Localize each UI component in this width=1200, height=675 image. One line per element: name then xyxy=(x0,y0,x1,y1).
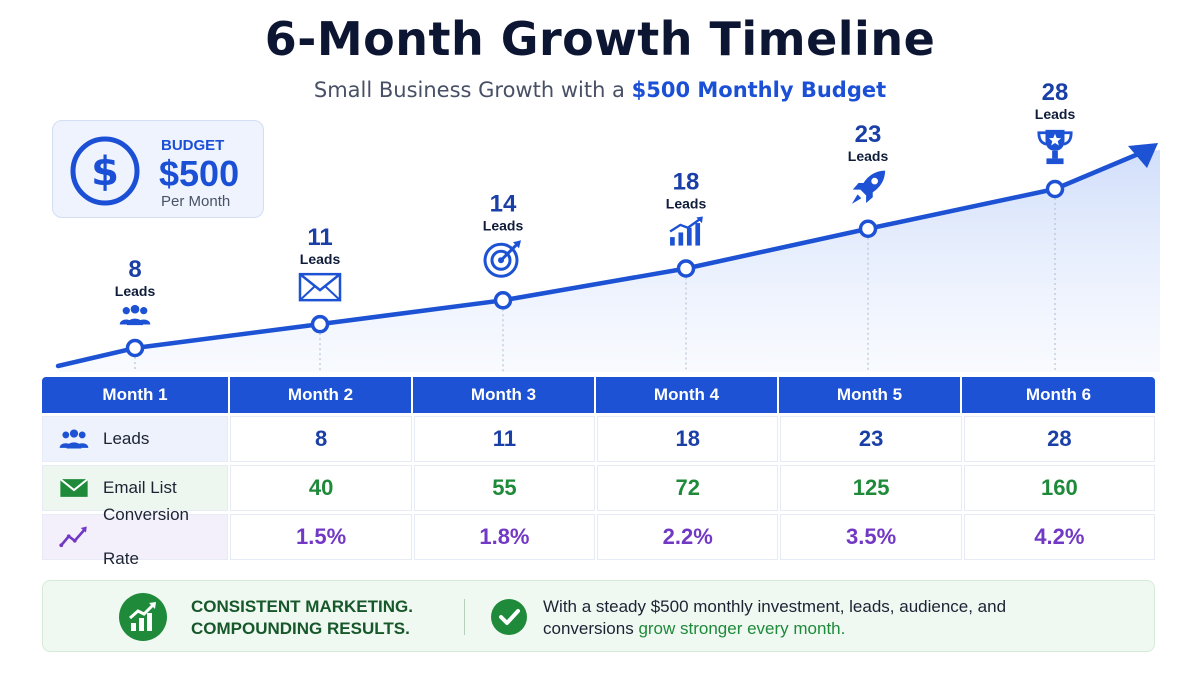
chart-point-label-5: Leads xyxy=(848,148,889,164)
subtitle-highlight: $500 Monthly Budget xyxy=(631,78,887,102)
budget-per: Per Month xyxy=(161,193,231,210)
table-cell: 1.8% xyxy=(413,514,596,560)
chart-point-4 xyxy=(676,259,696,278)
table-header-month-1: Month 1 xyxy=(42,377,230,413)
envelope-icon xyxy=(300,274,340,300)
table-cell: 18 xyxy=(597,416,779,462)
chart-point-1 xyxy=(125,338,145,358)
table-row: Email List 40 55 72 125 160 xyxy=(42,465,1155,511)
people-icon xyxy=(120,305,151,325)
chart-value-label-5: 23 xyxy=(855,121,882,148)
target-icon xyxy=(485,240,521,276)
table-header-month-5: Month 5 xyxy=(779,377,962,413)
trend-icon xyxy=(59,525,103,549)
chart-point-3 xyxy=(493,291,513,310)
summary-divider xyxy=(464,599,465,635)
table-cell: 8 xyxy=(230,416,412,462)
page-subtitle: Small Business Growth with a $500 Monthl… xyxy=(0,78,1200,102)
table-body: Leads 8 11 18 23 28 Email List 40 55 72 125 160 Conv… xyxy=(42,416,1155,568)
svg-text:$: $ xyxy=(91,149,119,195)
budget-amount: $500 xyxy=(159,153,240,194)
row-header: Email List xyxy=(42,465,229,511)
chart-point-2 xyxy=(310,314,330,334)
bar-chart-icon xyxy=(670,217,703,246)
table-header-month-3: Month 3 xyxy=(413,377,596,413)
summary-text-2: conversions grow stronger every month. xyxy=(543,618,1006,640)
table-cell: 160 xyxy=(963,465,1155,511)
subtitle-prefix: Small Business Growth with a xyxy=(313,78,632,102)
chart-value-label-1: 8 xyxy=(128,256,141,283)
table-cell: 72 xyxy=(597,465,779,511)
people-icon xyxy=(59,428,103,450)
table-cell: 23 xyxy=(780,416,962,462)
row-label: Conversion Rate xyxy=(103,505,189,568)
table-cell: 1.5% xyxy=(230,514,412,560)
table-cell: 28 xyxy=(963,416,1155,462)
table-cell: 55 xyxy=(413,465,596,511)
table-header-month-2: Month 2 xyxy=(230,377,413,413)
table-cell: 3.5% xyxy=(780,514,962,560)
chart-value-label-4: 18 xyxy=(673,169,700,196)
budget-card: $ BUDGET $500 Per Month xyxy=(52,120,264,218)
table-cell: 125 xyxy=(780,465,962,511)
budget-label: BUDGET xyxy=(161,137,225,154)
table-header: Month 1 Month 2 Month 3 Month 4 Month 5 Month… xyxy=(42,377,1155,413)
chart-value-label-3: 14 xyxy=(490,190,517,217)
summary-headline-1: CONSISTENT MARKETING. xyxy=(191,597,413,616)
summary-text-2-prefix: conversions xyxy=(543,619,639,638)
trophy-icon xyxy=(1039,130,1071,164)
summary-text-1: With a steady $500 monthly investment, l… xyxy=(543,597,1007,616)
table-cell: 11 xyxy=(413,416,596,462)
chart-point-label-6: Leads xyxy=(1035,106,1076,122)
row-label: Leads xyxy=(103,429,150,448)
chart-point-label-2: Leads xyxy=(300,251,341,267)
growth-chart-icon xyxy=(119,593,167,641)
summary-headline: CONSISTENT MARKETING. COMPOUNDING RESULT… xyxy=(191,596,413,640)
checkmark-icon xyxy=(491,599,527,635)
summary-headline-2: COMPOUNDING RESULTS. xyxy=(191,619,410,638)
table-cell: 40 xyxy=(230,465,412,511)
metrics-table: Month 1 Month 2 Month 3 Month 4 Month 5 Month… xyxy=(42,377,1155,568)
table-header-month-6: Month 6 xyxy=(1025,385,1092,404)
table-row: Conversion Rate 1.5% 1.8% 2.2% 3.5% 4.2% xyxy=(42,505,1155,568)
table-header-month-4: Month 4 xyxy=(596,377,779,413)
dollar-circle-icon: $ xyxy=(70,136,140,206)
summary-banner: CONSISTENT MARKETING. COMPOUNDING RESULT… xyxy=(42,580,1155,652)
table-cell: 2.2% xyxy=(597,514,779,560)
summary-text: With a steady $500 monthly investment, l… xyxy=(543,596,1006,640)
row-header: Leads xyxy=(42,416,229,462)
chart-area-fill xyxy=(58,150,1160,372)
page-title: 6-Month Growth Timeline xyxy=(264,12,936,66)
row-label: Email List xyxy=(103,478,177,497)
chart-point-6 xyxy=(1045,179,1065,199)
chart-value-label-6: 28 xyxy=(1042,79,1069,106)
table-cell: 4.2% xyxy=(963,514,1155,560)
chart-value-label-2: 11 xyxy=(307,224,332,251)
chart-point-label-1: Leads xyxy=(115,283,156,299)
chart-series-line xyxy=(55,149,1146,369)
chart-point-label-3: Leads xyxy=(483,217,524,233)
chart-point-label-4: Leads xyxy=(666,196,707,212)
chart-point-5 xyxy=(858,219,878,238)
table-row: Leads 8 11 18 23 28 xyxy=(42,416,1155,462)
rocket-icon xyxy=(852,171,885,204)
summary-text-2-highlight: grow stronger every month. xyxy=(638,619,846,638)
envelope-icon xyxy=(59,477,103,499)
row-header: Conversion Rate xyxy=(42,505,229,568)
chart-arrowhead xyxy=(1128,143,1158,168)
